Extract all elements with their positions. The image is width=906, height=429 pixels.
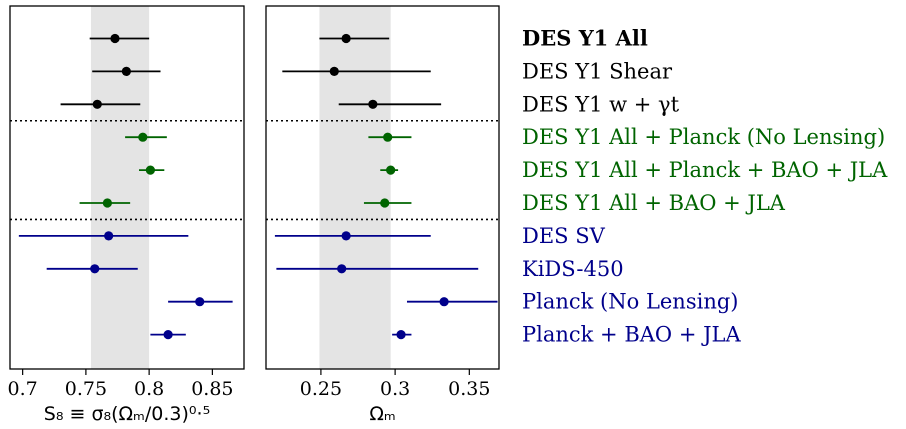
data-point-omega-m-9 [439,297,449,307]
data-point-omega-m-2 [329,66,339,76]
x-tick-label-s8-1: 0.7 [8,378,38,400]
x-tick-label-s8-3: 0.8 [134,378,164,400]
data-point-omega-m-7 [341,231,351,241]
data-point-omega-m-4 [383,132,393,142]
data-point-s8-1 [110,33,120,44]
legend-label-2: DES Y1 Shear [522,59,673,83]
data-point-omega-m-3 [368,99,378,109]
legend-label-9: Planck (No Lensing) [522,290,739,314]
legend-label-8: KiDS-450 [522,257,624,281]
data-point-omega-m-8 [337,264,347,274]
data-point-s8-2 [121,66,131,76]
x-axis-label-omega-m: Ωₘ [369,403,395,425]
legend-label-10: Planck + BAO + JLA [522,323,741,347]
reference-band-s8 [90,6,150,369]
legend-label-5: DES Y1 All + Planck + BAO + JLA [522,158,888,182]
data-point-omega-m-10 [396,330,406,340]
data-point-s8-6 [102,198,112,208]
x-tick-label-omega-m-1: 0.25 [300,378,342,400]
data-point-s8-7 [104,231,114,241]
x-tick-label-s8-2: 0.75 [65,378,107,400]
legend-label-4: DES Y1 All + Planck (No Lensing) [522,125,885,149]
data-point-s8-9 [195,297,205,307]
data-point-omega-m-1 [341,33,351,44]
data-point-s8-8 [90,264,100,274]
legend-label-3: DES Y1 w + γt [522,92,680,116]
data-point-omega-m-5 [386,165,396,175]
plot-frame-omega-m [265,5,500,370]
legend-label-1: DES Y1 All [522,26,648,51]
data-point-omega-m-6 [380,198,390,208]
legend-label-6: DES Y1 All + BAO + JLA [522,191,786,215]
x-tick-label-omega-m-3: 0.35 [448,378,490,400]
legend-label-7: DES SV [522,224,606,248]
x-axis-label-s8: S₈ ≡ σ₈(Ωₘ/0.3)⁰·⁵ [44,403,210,425]
plot-frame-s8 [9,5,245,370]
reference-band-omega-m [319,6,391,369]
data-point-s8-3 [92,99,102,109]
data-point-s8-5 [145,165,155,175]
x-tick-label-s8-4: 0.85 [191,378,233,400]
data-point-s8-10 [163,330,173,340]
x-tick-label-omega-m-2: 0.3 [380,378,410,400]
data-point-s8-4 [138,132,148,142]
